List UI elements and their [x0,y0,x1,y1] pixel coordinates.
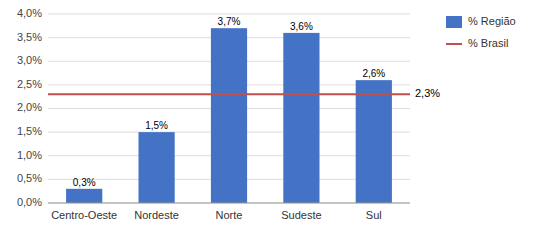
y-tick-label: 3,0% [17,54,42,66]
x-axis: Centro-Oeste Nordeste Norte Sudeste Sul [48,203,410,221]
data-label: 2,6% [362,68,385,79]
grid [48,14,410,203]
x-tick-label: Norte [216,209,243,221]
bar [356,80,392,203]
y-axis: 0,0% 0,5% 1,0% 1,5% 2,0% 2,5% 3,0% 3,5% 4,0% [17,7,42,208]
annotation: 2,3% [415,87,440,99]
legend-swatch [446,43,462,45]
bar [66,189,102,203]
legend-label: % Região [468,15,516,27]
grid-line [48,203,410,204]
chart: 0,0% 0,5% 1,0% 1,5% 2,0% 2,5% 3,0% 3,5% 4,0% Cent… [0,0,540,237]
bar [211,28,247,203]
y-tick-label: 2,0% [17,101,42,113]
grid-line [48,14,410,15]
data-label: 1,5% [145,120,168,131]
data-label: 0,3% [73,177,96,188]
y-tick-label: 2,5% [17,78,42,90]
bar [283,33,319,203]
x-axis-line [48,203,410,204]
x-tick-label: Nordeste [134,209,179,221]
legend: % Região % Brasil [446,15,516,49]
y-tick-label: 1,0% [17,149,42,161]
x-tick-label: Sul [366,209,382,221]
y-tick-label: 3,5% [17,31,42,43]
y-tick-label: 0,0% [17,196,42,208]
data-label: 3,7% [218,16,241,27]
reference-line [48,93,410,95]
y-tick-label: 0,5% [17,172,42,184]
chart-container: 0,0% 0,5% 1,0% 1,5% 2,0% 2,5% 3,0% 3,5% 4,0% Cent… [0,0,540,237]
legend-label: % Brasil [468,37,508,49]
bar [139,132,175,203]
x-tick-label: Sudeste [281,209,321,221]
y-tick-label: 1,5% [17,125,42,137]
data-label: 3,6% [290,21,313,32]
legend-swatch [446,16,462,28]
plot-area [48,28,410,203]
y-tick-label: 4,0% [17,7,42,19]
x-tick-label: Centro-Oeste [51,209,117,221]
data-labels: 0,3% 1,5% 3,7% 3,6% 2,6% [73,16,386,188]
